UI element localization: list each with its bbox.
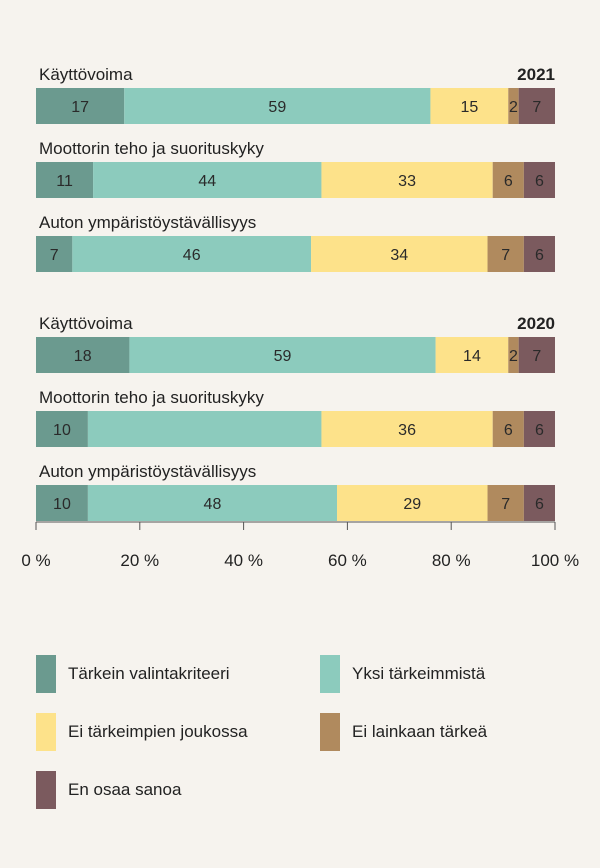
bar-segment — [129, 337, 436, 373]
data-label: 10 — [53, 422, 71, 439]
data-label: 6 — [504, 422, 513, 439]
bar-segment — [337, 485, 488, 521]
data-label: 6 — [535, 247, 544, 264]
x-tick-label: 100 % — [531, 551, 579, 570]
row-label: Auton ympäristöystävällisyys — [39, 462, 256, 481]
legend-swatch — [320, 713, 340, 751]
year-label: 2020 — [517, 314, 555, 333]
data-label: 7 — [501, 496, 510, 513]
x-tick-label: 20 % — [120, 551, 159, 570]
bar-segment — [523, 485, 555, 521]
data-label: 6 — [535, 173, 544, 190]
data-label: 7 — [501, 247, 510, 264]
data-label: 6 — [535, 422, 544, 439]
data-label: 14 — [463, 348, 481, 365]
data-label: 15 — [460, 99, 478, 116]
bar-segment — [523, 162, 555, 198]
bar-segment — [36, 485, 88, 521]
x-tick-label: 60 % — [328, 551, 367, 570]
data-label: 33 — [398, 173, 416, 190]
data-label: 36 — [398, 422, 416, 439]
data-label: 48 — [204, 496, 222, 513]
legend-label: Yksi tärkeimmistä — [352, 664, 486, 683]
bar-segment — [36, 88, 125, 124]
data-label: 17 — [71, 99, 89, 116]
bar-segment — [311, 236, 488, 272]
bar-segment — [523, 236, 555, 272]
data-label: 29 — [403, 496, 421, 513]
bar-segment — [321, 411, 493, 447]
bar-segment — [508, 88, 519, 124]
data-label: 46 — [183, 247, 201, 264]
bar-segment — [518, 337, 555, 373]
data-label: 11 — [56, 173, 73, 190]
bar-segment — [492, 411, 524, 447]
row-label: Moottorin teho ja suorituskyky — [39, 388, 264, 407]
data-label: 7 — [532, 99, 541, 116]
data-label: 2 — [509, 348, 518, 365]
bar-segment — [93, 162, 322, 198]
legend-swatch — [320, 655, 340, 693]
x-tick-label: 80 % — [432, 551, 471, 570]
legend-label: En osaa sanoa — [68, 780, 182, 799]
bar-segment — [523, 411, 555, 447]
bar-segment — [487, 485, 524, 521]
bar-segment — [36, 236, 73, 272]
legend-swatch — [36, 713, 56, 751]
bar-segment — [518, 88, 555, 124]
data-label: 10 — [53, 496, 71, 513]
data-label: 7 — [532, 348, 541, 365]
legend-item: Ei tärkeimpien joukossa — [36, 713, 248, 751]
bar-segment — [36, 162, 94, 198]
legend-item: Yksi tärkeimmistä — [320, 655, 485, 693]
legend-label: Ei lainkaan tärkeä — [352, 722, 488, 741]
legend-label: Ei tärkeimpien joukossa — [68, 722, 248, 741]
legend-swatch — [36, 655, 56, 693]
x-tick-label: 40 % — [224, 551, 263, 570]
data-label: 6 — [535, 496, 544, 513]
bar-segment — [72, 236, 312, 272]
row-label: Käyttövoima — [39, 65, 133, 84]
bar-segment — [87, 411, 322, 447]
bar-segment — [508, 337, 519, 373]
legend-label: Tärkein valintakriteeri — [68, 664, 230, 683]
bar-segment — [430, 88, 509, 124]
data-label: 7 — [50, 247, 59, 264]
legend-item: Ei lainkaan tärkeä — [320, 713, 487, 751]
x-tick-label: 0 % — [21, 551, 50, 570]
bar-segment — [492, 162, 524, 198]
legend-item: Tärkein valintakriteeri — [36, 655, 230, 693]
bar-segment — [36, 337, 130, 373]
data-label: 2 — [509, 99, 518, 116]
bar-segment — [321, 162, 493, 198]
data-label: 18 — [74, 348, 92, 365]
legend-swatch — [36, 771, 56, 809]
data-label: 34 — [390, 247, 408, 264]
data-label: 59 — [274, 348, 292, 365]
legend-item: En osaa sanoa — [36, 771, 181, 809]
data-label: 6 — [504, 173, 513, 190]
row-label: Käyttövoima — [39, 314, 133, 333]
row-label: Auton ympäristöystävällisyys — [39, 213, 256, 232]
row-label: Moottorin teho ja suorituskyky — [39, 139, 264, 158]
bar-segment — [124, 88, 431, 124]
bar-segment — [487, 236, 524, 272]
data-label: 59 — [268, 99, 286, 116]
data-label: 44 — [198, 173, 216, 190]
bar-segment — [36, 411, 88, 447]
bar-segment — [87, 485, 338, 521]
bar-segment — [435, 337, 509, 373]
year-label: 2021 — [517, 65, 555, 84]
